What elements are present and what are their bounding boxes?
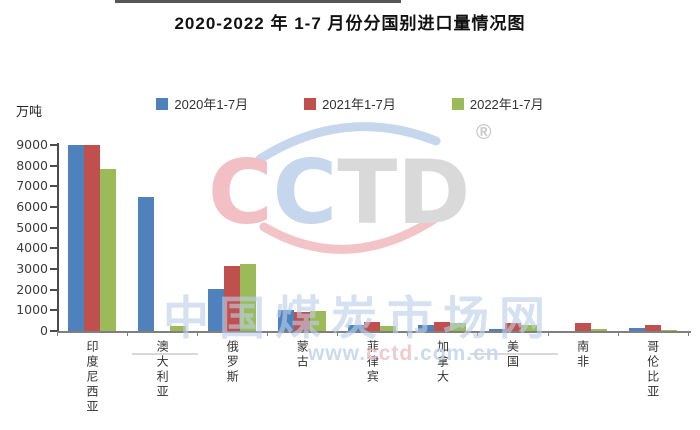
x-category-label-6: 美国 <box>505 340 520 370</box>
bar-2021年1-7月-俄罗斯 <box>224 266 241 331</box>
bar-2021年1-7月-南非 <box>574 323 591 331</box>
x-tick-mark <box>547 331 549 336</box>
bar-2022年1-7月-俄罗斯 <box>240 264 257 331</box>
y-tick-label: 9000 <box>16 137 48 152</box>
legend-swatch-icon <box>156 97 169 110</box>
bar-2020年1-7月-俄罗斯 <box>208 288 225 331</box>
x-category-label-2: 俄罗斯 <box>225 340 240 385</box>
bar-2020年1-7月-加拿大 <box>418 325 435 331</box>
watermark-url: www.cctd.com.cn <box>308 342 500 366</box>
legend-item-2: 2022年1-7月 <box>451 94 544 113</box>
bar-2020年1-7月-菲律宾 <box>348 325 365 331</box>
y-tick-label: 8000 <box>16 157 48 173</box>
y-tick-mark <box>50 164 57 167</box>
y-tick-label: 5000 <box>16 219 48 235</box>
x-category-label-1: 澳大利亚 <box>155 340 170 400</box>
bar-2022年1-7月-哥伦比亚 <box>660 330 677 331</box>
y-tick-mark <box>50 247 57 250</box>
bar-2022年1-7月-澳大利亚 <box>170 325 187 331</box>
x-tick-mark <box>687 331 689 336</box>
bar-2021年1-7月-哥伦比亚 <box>644 325 661 331</box>
legend-label: 2022年1-7月 <box>469 97 544 112</box>
x-tick-mark <box>197 331 199 336</box>
bar-2021年1-7月-菲律宾 <box>364 321 381 331</box>
bar-2022年1-7月-南非 <box>590 328 607 331</box>
y-tick-label: 3000 <box>16 261 48 276</box>
legend-item-1: 2021年1-7月 <box>304 94 396 113</box>
watermark-url-part: www. <box>308 342 367 365</box>
legend-swatch-icon <box>451 97 464 110</box>
chart-title: 2020-2022 年 1-7 月份分国别进口量情况图 <box>174 14 526 33</box>
top-edge-artifact <box>115 0 401 3</box>
y-tick-label: 4000 <box>16 240 48 256</box>
watermark-dash-right <box>470 353 558 355</box>
x-tick-mark <box>477 331 479 336</box>
watermark-url-part: cctd <box>366 342 414 365</box>
x-category-label-3: 蒙古 <box>295 340 310 370</box>
x-category-label-8: 哥伦比亚 <box>645 340 660 400</box>
y-tick-mark <box>50 144 57 146</box>
y-tick-label: 7000 <box>16 178 48 194</box>
registered-trademark-icon: ® <box>476 121 492 144</box>
y-tick-mark <box>50 330 57 332</box>
bar-2021年1-7月-印度尼西亚 <box>84 145 101 331</box>
y-tick-label: 0 <box>40 323 48 338</box>
bar-2020年1-7月-美国 <box>488 328 505 331</box>
bar-2022年1-7月-加拿大 <box>450 322 467 331</box>
bar-2022年1-7月-印度尼西亚 <box>100 168 117 331</box>
chinese-watermark-text: 中国煤炭市场网 <box>163 292 555 344</box>
x-category-label-4: 菲律宾 <box>365 340 380 385</box>
y-tick-mark <box>50 226 57 229</box>
legend-label: 2021年1-7月 <box>322 97 396 112</box>
chart-legend: 2020年1-7月 2021年1-7月 2022年1-7月 <box>0 94 700 113</box>
y-tick-mark <box>50 309 57 312</box>
x-tick-mark <box>267 331 269 336</box>
bar-2022年1-7月-菲律宾 <box>380 326 397 331</box>
y-tick-label: 2000 <box>16 281 48 297</box>
bar-2021年1-7月-加拿大 <box>434 321 451 331</box>
y-tick-mark <box>50 268 57 270</box>
y-tick-mark <box>50 206 57 208</box>
x-category-label-7: 南非 <box>575 340 590 370</box>
legend-label: 2020年1-7月 <box>174 97 249 112</box>
bar-2020年1-7月-印度尼西亚 <box>68 145 85 331</box>
x-tick-mark <box>617 331 619 336</box>
bar-2020年1-7月-哥伦比亚 <box>628 328 645 331</box>
x-tick-mark <box>407 331 409 336</box>
y-tick-label: 1000 <box>16 302 48 318</box>
legend-swatch-icon <box>304 97 317 110</box>
y-tick-mark <box>50 185 57 188</box>
y-axis-unit-label: 万吨 <box>16 104 43 119</box>
watermark-url-part: .com.cn <box>413 342 500 365</box>
bar-2021年1-7月-美国 <box>504 323 521 331</box>
x-tick-mark <box>337 331 339 336</box>
x-category-label-5: 加拿大 <box>435 340 450 385</box>
y-tick-mark <box>50 288 57 291</box>
y-tick-label: 6000 <box>16 199 48 214</box>
bar-2020年1-7月-蒙古 <box>278 309 295 331</box>
plot-area <box>57 143 691 333</box>
bar-2020年1-7月-澳大利亚 <box>138 196 155 331</box>
x-tick-mark <box>127 331 129 336</box>
bar-2021年1-7月-蒙古 <box>294 312 311 331</box>
bar-2022年1-7月-美国 <box>520 324 537 331</box>
bar-2022年1-7月-蒙古 <box>310 310 327 331</box>
x-tick-mark <box>57 331 58 336</box>
legend-item-0: 2020年1-7月 <box>156 94 248 113</box>
watermark-dash-left <box>132 353 198 355</box>
x-category-label-0: 印度尼西亚 <box>85 340 100 415</box>
